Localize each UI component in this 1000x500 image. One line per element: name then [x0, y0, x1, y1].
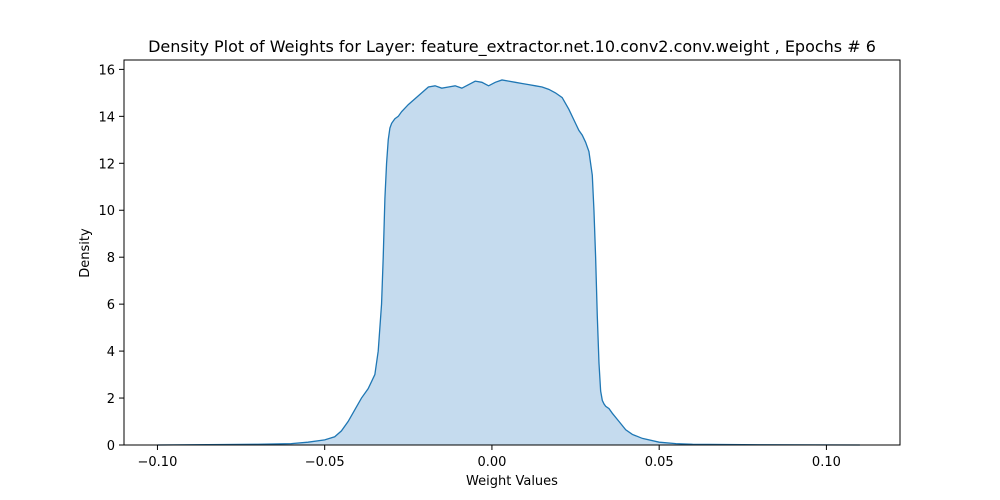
y-tick-label: 16 — [98, 63, 115, 78]
x-tick-label: 0.10 — [812, 455, 841, 470]
y-tick-label: 2 — [107, 392, 115, 407]
x-axis-title: Weight Values — [466, 474, 558, 489]
y-tick-label: 6 — [107, 298, 115, 313]
x-tick-label: −0.10 — [138, 455, 178, 470]
y-tick-label: 10 — [98, 204, 115, 219]
y-tick-label: 14 — [98, 110, 115, 125]
plot-frame — [123, 59, 901, 446]
x-axis: −0.10 −0.05 0.00 0.05 0.10 — [138, 445, 841, 470]
y-tick-label: 12 — [98, 157, 115, 172]
y-tick-label: 8 — [107, 251, 115, 266]
x-tick-label: 0.00 — [477, 455, 506, 470]
y-tick-label: 4 — [107, 345, 115, 360]
plot-area — [157, 79, 860, 446]
density-curve — [157, 79, 860, 446]
y-axis-title: Density — [78, 228, 93, 278]
y-axis: 0 2 4 6 8 10 12 14 16 — [98, 63, 124, 454]
y-tick-label: 0 — [107, 439, 115, 454]
density-area-fill — [157, 79, 860, 445]
chart-title: Density Plot of Weights for Layer: featu… — [148, 37, 876, 57]
x-tick-label: −0.05 — [305, 455, 345, 470]
x-tick-label: 0.05 — [645, 455, 674, 470]
